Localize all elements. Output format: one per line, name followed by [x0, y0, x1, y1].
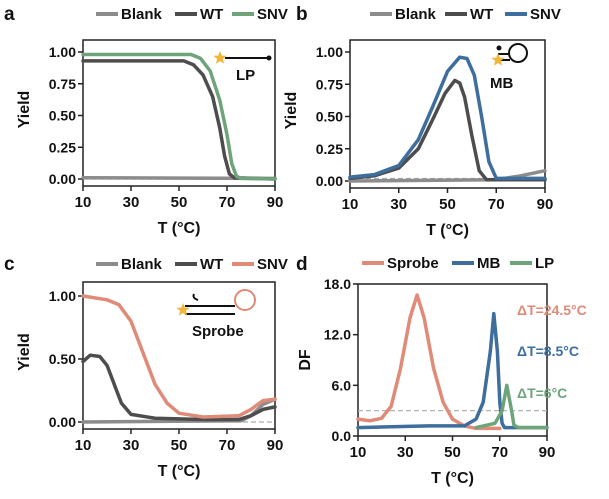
y-tick-label: 18.0 — [324, 276, 351, 292]
legend-label: Blank — [395, 6, 437, 23]
x-tick-label: 70 — [219, 194, 236, 211]
y-tick-label: 0.50 — [316, 109, 343, 125]
quencher-icon — [496, 45, 502, 51]
quencher-icon — [266, 55, 272, 61]
y-tick-label: 1.00 — [49, 288, 76, 304]
delta-t-annotation: ΔT=8.5°C — [517, 343, 579, 359]
x-tick-label: 30 — [390, 196, 407, 213]
y-tick-label: 1.00 — [316, 44, 343, 60]
panel-label: d — [296, 254, 308, 275]
delta-t-annotation: ΔT=6°C — [517, 385, 567, 401]
x-tick-label: 70 — [219, 437, 236, 454]
delta-t-annotation: ΔT=24.5°C — [517, 302, 587, 318]
x-tick-label: 30 — [397, 444, 414, 461]
x-axis-label: T (°C) — [158, 463, 201, 480]
x-tick-label: 10 — [75, 194, 92, 211]
x-tick-label: 90 — [267, 437, 284, 454]
panel-a: a 0.00 0.25 0.50 0.75 1.00 10 30 50 70 90 T (°C) Yie… — [4, 4, 288, 237]
legend-label: Blank — [121, 6, 163, 23]
legend-label: SNV — [530, 6, 561, 23]
inset-label: LP — [236, 67, 255, 84]
x-tick-label: 10 — [350, 444, 367, 461]
series-line-mb — [356, 311, 549, 430]
x-tick-label: 10 — [342, 196, 359, 213]
axes-frame — [82, 281, 276, 430]
x-axis-label: T (°C) — [158, 220, 201, 237]
y-axis-label: Yield — [283, 92, 300, 130]
y-tick-label: 0.00 — [49, 414, 76, 430]
y-tick-label: 0.25 — [49, 139, 76, 155]
duplex-icon — [185, 305, 235, 315]
x-tick-label: 50 — [171, 437, 188, 454]
y-tick-label: 0.75 — [49, 76, 76, 92]
inset-label: MB — [490, 75, 513, 92]
x-tick-label: 50 — [171, 194, 188, 211]
y-tick-label: 0.00 — [49, 171, 76, 187]
legend-label: LP — [535, 255, 554, 272]
x-tick-label: 70 — [491, 444, 508, 461]
fluorophore-star-icon — [491, 53, 505, 66]
loop-icon — [508, 43, 528, 63]
legend-label: WT — [200, 256, 223, 273]
x-tick-label: 70 — [488, 196, 505, 213]
legend-label: Sprobe — [387, 255, 439, 272]
x-tick-label: 10 — [75, 437, 92, 454]
x-tick-label: 30 — [123, 437, 140, 454]
y-tick-label: 0.00 — [316, 173, 343, 189]
x-tick-label: 90 — [539, 444, 556, 461]
series-line-sprobe — [356, 293, 502, 431]
inset-label: Sprobe — [192, 323, 244, 340]
y-tick-label: 0.50 — [49, 351, 76, 367]
panel-c: c 0.00 0.50 1.00 10 30 50 70 90 T (°C) Yield Blank W… — [4, 254, 288, 480]
y-axis-label: Yield — [16, 91, 33, 129]
series-line-wt — [81, 59, 277, 181]
series-line-snv — [348, 55, 547, 181]
series-line-lp — [474, 383, 549, 430]
panel-d: d 0.0 6.0 12.0 18.0 10 30 50 70 90 T (°C) DF Sprobe M… — [296, 254, 587, 487]
x-tick-label: 50 — [439, 196, 456, 213]
legend-label: Blank — [121, 256, 163, 273]
x-axis-label: T (°C) — [426, 222, 469, 239]
legend-label: SNV — [257, 6, 288, 23]
x-tick-label: 50 — [444, 444, 461, 461]
y-axis-label: Yield — [16, 333, 33, 371]
series-line-wt — [348, 78, 547, 182]
panel-label: c — [4, 254, 15, 275]
y-tick-label: 0.25 — [316, 141, 343, 157]
x-axis-label: T (°C) — [431, 470, 474, 487]
y-tick-label: 1.00 — [49, 44, 76, 60]
panel-label: b — [296, 4, 308, 25]
legend-label: WT — [470, 6, 493, 23]
x-tick-label: 90 — [267, 194, 284, 211]
legend-label: SNV — [257, 256, 288, 273]
y-tick-label: 0.0 — [332, 428, 352, 444]
series-line-snv — [81, 52, 277, 181]
y-tick-label: 0.50 — [49, 108, 76, 124]
y-axis-label: DF — [297, 349, 314, 371]
legend-label: WT — [200, 6, 223, 23]
x-tick-label: 90 — [537, 196, 554, 213]
panel-label: a — [4, 4, 15, 25]
x-tick-label: 30 — [123, 194, 140, 211]
y-tick-label: 0.75 — [316, 76, 343, 92]
y-tick-label: 12.0 — [324, 327, 351, 343]
y-tick-label: 6.0 — [332, 377, 352, 393]
fluorophore-star-icon — [213, 51, 227, 64]
series-line-snv — [81, 294, 277, 419]
loop-icon — [234, 289, 256, 311]
series-line-wt — [81, 353, 277, 422]
quencher-icon — [192, 293, 199, 301]
legend-label: MB — [477, 255, 500, 272]
fluorophore-star-icon — [176, 303, 190, 316]
panel-b: b 0.00 0.25 0.50 0.75 1.00 10 30 50 70 90 T (°C) Yie… — [283, 4, 561, 239]
